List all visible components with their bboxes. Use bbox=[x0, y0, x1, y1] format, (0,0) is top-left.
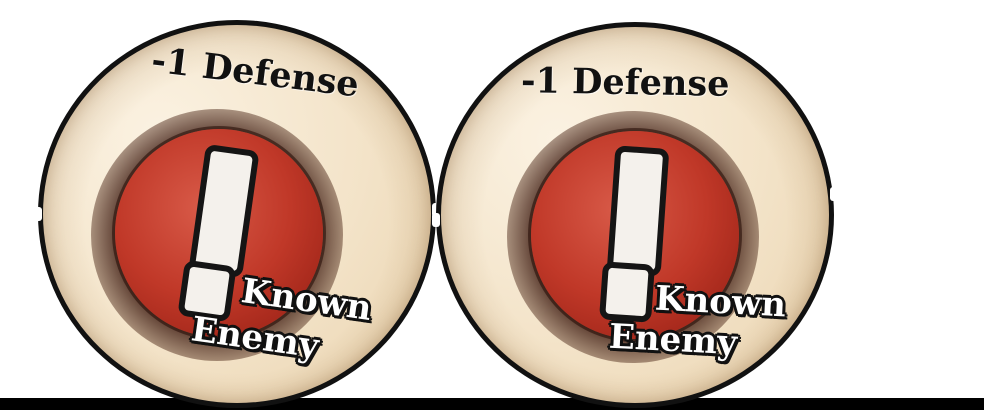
defense-modifier-label: -1 Defense bbox=[149, 39, 362, 106]
token-notch bbox=[432, 213, 440, 227]
exclamation-bar bbox=[606, 145, 670, 277]
known-label: Known bbox=[654, 278, 787, 326]
known-enemy-token-2[interactable]: -1 Defense Known Enemy bbox=[432, 22, 838, 408]
defense-modifier-label: -1 Defense bbox=[520, 60, 730, 105]
token-notch bbox=[830, 187, 838, 201]
known-enemy-token-1[interactable]: -1 Defense Known Enemy bbox=[34, 20, 440, 408]
token-notch bbox=[34, 207, 42, 221]
exclamation-dot bbox=[599, 261, 655, 323]
table-edge bbox=[0, 398, 984, 410]
enemy-label: Enemy bbox=[608, 316, 738, 364]
